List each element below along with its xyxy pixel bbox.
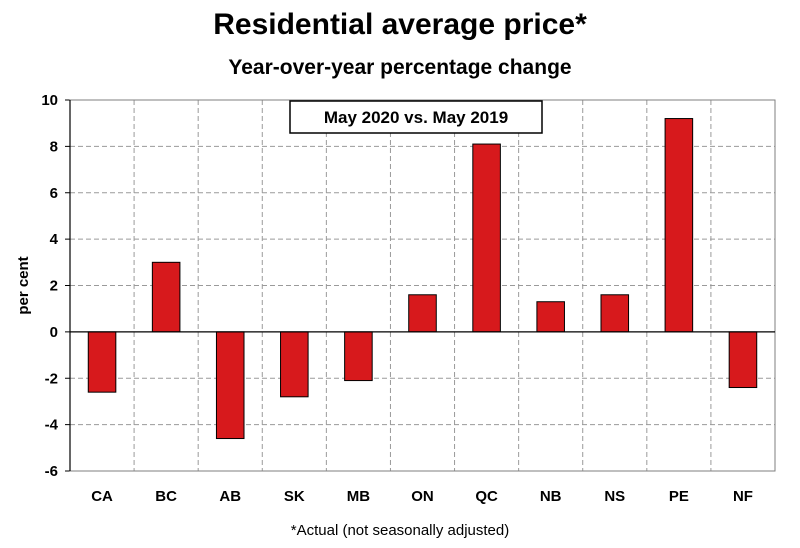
bar-ns	[600, 294, 630, 333]
grid-lines	[70, 100, 775, 471]
y-tick-label: -6	[45, 463, 58, 480]
bar-bc	[151, 261, 181, 333]
bar-on	[408, 294, 437, 333]
y-tick-label: -4	[45, 417, 59, 434]
x-tick-label: BC	[155, 488, 177, 505]
bar-pe	[664, 118, 694, 333]
chart-subtitle: Year-over-year percentage change	[228, 56, 572, 79]
y-tick-label: 6	[50, 185, 58, 202]
x-tick-label: ON	[411, 488, 434, 505]
bar-ca	[87, 331, 117, 393]
y-tick-label: 2	[50, 278, 58, 295]
tick-labels: 10 8 6 4 2 0 -2 -4 -6 CA BC AB SK MB ON QC NB NS PE NF	[41, 92, 753, 505]
bar-qc	[472, 143, 501, 333]
y-axis-title: per cent	[15, 256, 32, 314]
annotation-text: May 2020 vs. May 2019	[324, 108, 508, 127]
y-tick-label: 0	[50, 324, 58, 341]
footnote: *Actual (not seasonally adjusted)	[290, 522, 510, 539]
axes	[65, 99, 776, 472]
x-tick-label: SK	[284, 488, 305, 505]
x-tick-label: QC	[475, 488, 498, 505]
x-tick-label: MB	[347, 488, 370, 505]
bar-nb	[536, 301, 565, 333]
y-tick-label: -2	[45, 370, 58, 387]
bar-mb	[344, 331, 373, 382]
bar-sk	[280, 331, 309, 398]
bars	[87, 118, 758, 440]
bar-nf	[728, 331, 758, 389]
annotation-box: May 2020 vs. May 2019	[289, 100, 543, 134]
x-tick-label: NF	[733, 488, 753, 505]
y-tick-label: 10	[41, 92, 58, 109]
bar-ab	[215, 331, 245, 440]
y-tick-label: 8	[50, 138, 58, 155]
x-tick-label: CA	[91, 488, 113, 505]
x-tick-label: NS	[604, 488, 625, 505]
chart-title: Residential average price*	[213, 8, 587, 41]
x-tick-label: NB	[540, 488, 562, 505]
x-tick-label: AB	[219, 488, 241, 505]
x-tick-label: PE	[669, 488, 689, 505]
y-tick-label: 4	[50, 231, 59, 248]
